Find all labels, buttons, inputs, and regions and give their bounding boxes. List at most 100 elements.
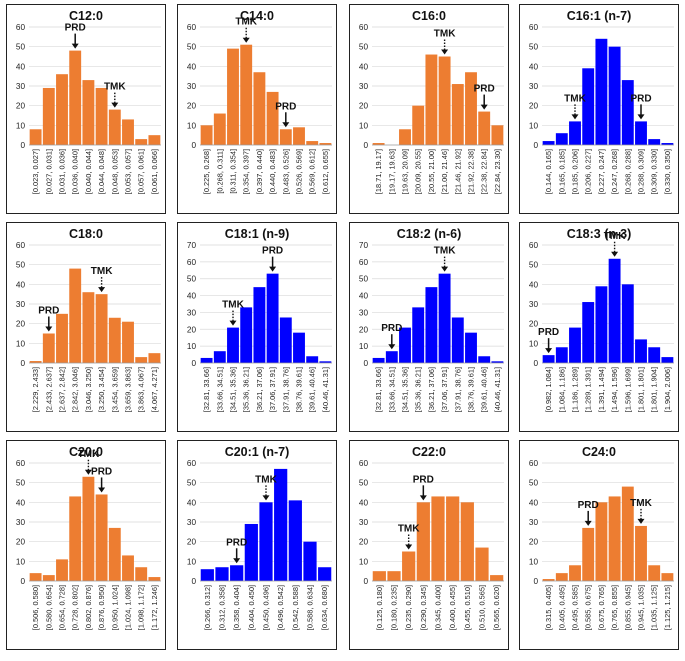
x-tick-label: [0.044, 0.048]: [97, 149, 106, 194]
histogram-bar: [446, 496, 460, 581]
y-tick-label: 20: [16, 538, 26, 547]
y-tick-label: 60: [359, 258, 369, 267]
y-tick-label: 0: [191, 359, 196, 368]
histogram-bar: [266, 273, 279, 363]
histogram-svg: C18:1 (n-9) 0 10 20 30 40 50 60 70 [32.81, 33.66]…: [187, 227, 332, 412]
histogram-bar: [303, 541, 317, 581]
x-tick-label: [40.46, 41.31]: [493, 367, 502, 412]
panel-title: C18:1 (n-9): [225, 227, 290, 241]
annotation-label: PRD: [275, 101, 296, 112]
arrow-head: [545, 348, 553, 354]
x-tick-label: [0.588, 0.634]: [306, 585, 315, 630]
x-tick-label: [0.266, 0.312]: [203, 585, 212, 630]
x-tick-label: [0.354, 0.397]: [242, 149, 251, 194]
arrow-head: [242, 37, 250, 43]
histogram-bar: [82, 476, 95, 581]
y-tick-label: 60: [529, 23, 539, 32]
histogram-bar: [608, 46, 621, 145]
panel-title: C16:1 (n-7): [567, 9, 632, 23]
x-tick-label: [1.391, 1.494]: [597, 367, 606, 412]
y-tick-label: 50: [529, 43, 539, 52]
x-tick-label: [0.802, 0.876]: [84, 585, 93, 630]
histogram-bar: [490, 575, 504, 581]
histogram-bar: [42, 87, 55, 145]
x-tick-label: [39.61, 40.46]: [308, 367, 317, 412]
y-tick-label: 30: [529, 300, 539, 309]
x-tick-label: [0.855, 0.945]: [623, 585, 632, 630]
histogram-bar: [82, 292, 95, 363]
y-tick-label: 30: [359, 82, 369, 91]
x-tick-label: [0.330, 0.350]: [663, 149, 672, 194]
x-tick-label: [2.433, 2.637]: [44, 367, 53, 412]
annotation-label: TMK: [78, 449, 100, 460]
x-tick-label: [0.358, 0.404]: [232, 585, 241, 630]
y-tick-label: 50: [187, 479, 197, 488]
histogram-bar: [582, 527, 595, 581]
x-tick-label: [0.945, 1.035]: [637, 585, 646, 630]
x-tick-label: [37.91, 38.76]: [281, 367, 290, 412]
histogram-bar: [542, 355, 555, 363]
histogram-panel: C18:0 0 10 20 30 40 50 60 [2.229, 2.433] [2.433, …: [6, 222, 166, 432]
panel-title: C14:0: [240, 9, 274, 23]
x-tick-label: [36.21, 37.06]: [427, 367, 436, 412]
annotation-label: TMK: [235, 17, 257, 28]
x-tick-label: [0.268, 0.288]: [623, 149, 632, 194]
histogram-bar: [56, 559, 68, 581]
x-tick-label: [32.81, 33.66]: [374, 367, 383, 412]
histogram-bar: [399, 327, 411, 363]
annotation-label: PRD: [91, 466, 112, 477]
x-tick-label: [0.288, 0.309]: [637, 149, 646, 194]
histogram-bar: [648, 565, 661, 581]
histogram-bar: [412, 105, 425, 145]
annotation-label: TMK: [434, 246, 456, 257]
y-tick-label: 0: [533, 359, 538, 368]
histogram-bar: [29, 361, 42, 363]
x-tick-label: [0.450, 0.496]: [262, 585, 271, 630]
arrow-head: [611, 251, 619, 257]
y-tick-label: 30: [16, 518, 26, 527]
histogram-bar: [372, 571, 386, 581]
x-tick-label: [20.09, 20.55]: [414, 149, 423, 194]
histogram-bar: [288, 500, 302, 581]
panel-title: C22:0: [412, 445, 446, 459]
histogram-svg: C14:0 0 10 20 30 40 50 60 [0.225, 0.268] [0.268, …: [187, 9, 332, 194]
x-tick-label: [0.227, 0.247]: [597, 149, 606, 194]
histogram-bar: [635, 121, 647, 145]
histogram-bar: [582, 68, 595, 145]
y-tick-label: 20: [16, 320, 26, 329]
y-tick-label: 60: [16, 23, 26, 32]
histogram-bar: [460, 502, 474, 581]
histogram-bar: [230, 565, 244, 581]
y-tick-label: 60: [529, 459, 539, 468]
histogram-panel: C18:2 (n-6) 0 10 20 30 40 50 60 70 [32.81, 33.66]…: [349, 222, 509, 432]
histogram-panel: C18:3 (n-3) 0 10 20 30 40 50 60 [0.982, 1.084] [1…: [519, 222, 679, 432]
x-tick-label: [1.098, 1.172]: [137, 585, 146, 630]
x-tick-label: [1.172, 1.246]: [150, 585, 159, 630]
x-tick-label: [0.031, 0.036]: [58, 149, 67, 194]
y-tick-label: 0: [533, 577, 538, 586]
x-tick-label: [37.06, 37.91]: [440, 367, 449, 412]
x-tick-label: [0.510, 0.565]: [478, 585, 487, 630]
x-tick-label: [38.76, 39.61]: [295, 367, 304, 412]
x-tick-label: [1.801, 1.904]: [650, 367, 659, 412]
x-tick-label: [0.225, 0.268]: [202, 149, 211, 194]
x-tick-label: [0.125, 0.180]: [375, 585, 384, 630]
histogram-bar: [240, 44, 253, 146]
histogram-panel: C16:0 0 10 20 30 40 50 60 [18.71, 19.17] [19.17, …: [349, 4, 509, 214]
x-tick-label: [1.289, 1.391]: [584, 367, 593, 412]
annotation-label: PRD: [381, 323, 402, 334]
annotation-label: TMK: [434, 29, 456, 40]
histogram-bar: [108, 317, 121, 363]
histogram-bar: [95, 87, 108, 145]
histogram-bar: [621, 80, 634, 145]
x-tick-label: [0.180, 0.235]: [390, 585, 399, 630]
panel-title: C24:0: [582, 445, 616, 459]
histogram-bar: [569, 327, 581, 363]
y-tick-label: 40: [16, 498, 26, 507]
x-tick-label: [0.053, 0.057]: [124, 149, 133, 194]
histogram-bar: [293, 127, 305, 145]
histogram-bar: [200, 569, 214, 581]
y-tick-label: 40: [187, 292, 197, 301]
histogram-bar: [200, 125, 213, 145]
arrow-head: [84, 469, 92, 475]
